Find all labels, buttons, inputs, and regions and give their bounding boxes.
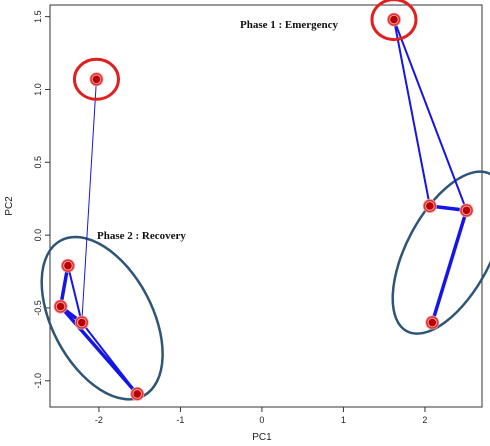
- data-point: [386, 12, 401, 27]
- data-points: [53, 12, 474, 401]
- network-edge: [430, 208, 469, 325]
- x-axis-title: PC1: [252, 432, 272, 443]
- plot-frame: [49, 4, 483, 408]
- data-point: [425, 315, 440, 330]
- x-tick-label: -1: [176, 415, 184, 425]
- network-edge: [58, 304, 139, 396]
- network-edges: [58, 18, 469, 396]
- cluster-ellipse: [391, 170, 490, 335]
- network-edge: [81, 78, 97, 324]
- data-point: [422, 199, 437, 213]
- x-tick-label: 1: [341, 415, 346, 425]
- highlight-circle: [370, 0, 418, 42]
- cluster-ellipses: [40, 170, 490, 401]
- network-edge: [80, 321, 139, 395]
- highlight-circle: [72, 57, 120, 101]
- network-edge: [66, 264, 83, 324]
- y-tick-label: -1.0: [33, 373, 43, 389]
- data-point: [60, 258, 75, 273]
- y-axis-title: PC2: [4, 196, 15, 216]
- network-edge: [392, 18, 468, 212]
- y-tick-label: 1.0: [33, 83, 43, 96]
- x-tick-label: -2: [95, 415, 103, 425]
- y-tick-label: -0.5: [33, 300, 43, 316]
- data-point: [130, 386, 145, 401]
- x-axis: -2 -1 0 1 2: [95, 407, 427, 425]
- x-tick-label: 2: [422, 415, 427, 425]
- data-point: [74, 315, 89, 330]
- y-tick-label: 0.5: [33, 156, 43, 169]
- y-tick-label: 1.5: [33, 10, 43, 23]
- y-axis: -1.0 -0.5 0.0 0.5 1.0 1.5: [33, 10, 50, 389]
- y-tick-label: 0.0: [33, 229, 43, 242]
- data-point: [89, 72, 104, 87]
- annotation-phase-1: Phase 1 : Emergency: [240, 19, 339, 31]
- network-edge: [392, 18, 431, 207]
- highlight-circles: [72, 0, 418, 101]
- data-point: [459, 203, 474, 218]
- annotation-phase-2: Phase 2 : Recovery: [97, 230, 186, 242]
- data-point: [53, 299, 68, 314]
- x-tick-label: 0: [259, 415, 264, 425]
